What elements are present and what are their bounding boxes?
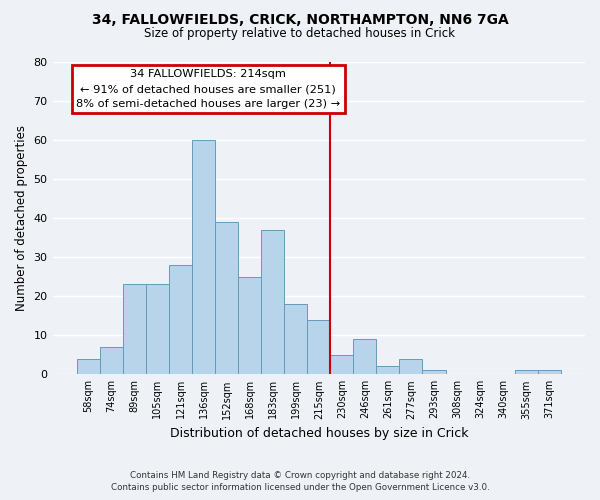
Bar <box>261 230 284 374</box>
Text: Size of property relative to detached houses in Crick: Size of property relative to detached ho… <box>145 28 455 40</box>
Bar <box>238 276 261 374</box>
Bar <box>146 284 169 374</box>
Text: 34, FALLOWFIELDS, CRICK, NORTHAMPTON, NN6 7GA: 34, FALLOWFIELDS, CRICK, NORTHAMPTON, NN… <box>92 12 508 26</box>
Bar <box>376 366 400 374</box>
Bar <box>284 304 307 374</box>
Bar <box>192 140 215 374</box>
Bar <box>123 284 146 374</box>
Bar <box>330 355 353 374</box>
Bar <box>400 358 422 374</box>
Bar <box>307 320 330 374</box>
Text: 34 FALLOWFIELDS: 214sqm
← 91% of detached houses are smaller (251)
8% of semi-de: 34 FALLOWFIELDS: 214sqm ← 91% of detache… <box>76 70 340 109</box>
Bar <box>538 370 561 374</box>
X-axis label: Distribution of detached houses by size in Crick: Distribution of detached houses by size … <box>170 427 468 440</box>
Text: Contains HM Land Registry data © Crown copyright and database right 2024.
Contai: Contains HM Land Registry data © Crown c… <box>110 471 490 492</box>
Bar <box>215 222 238 374</box>
Bar <box>100 347 123 374</box>
Bar <box>422 370 446 374</box>
Bar <box>169 265 192 374</box>
Bar <box>77 358 100 374</box>
Y-axis label: Number of detached properties: Number of detached properties <box>15 125 28 311</box>
Bar <box>515 370 538 374</box>
Bar <box>353 339 376 374</box>
